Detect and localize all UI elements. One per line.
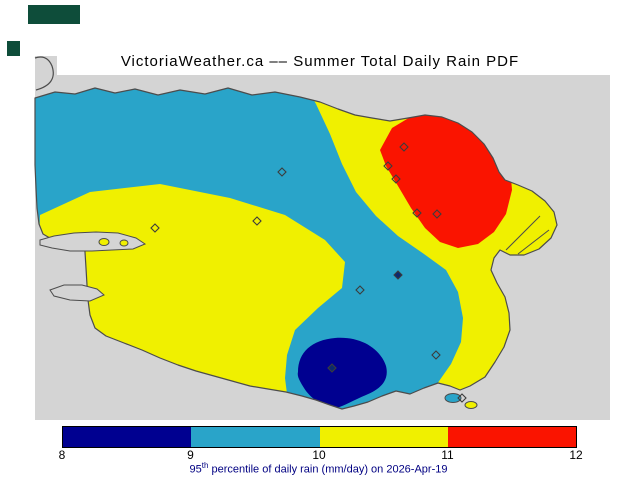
station-marker[interactable]	[327, 363, 337, 373]
colorbar-tick-12: 12	[569, 448, 583, 462]
station-marker[interactable]	[412, 208, 422, 218]
colorbar-caption: 95th percentile of daily rain (mm/day) o…	[62, 461, 575, 476]
station-markers-layer	[150, 142, 467, 403]
island-inlet-east	[119, 239, 129, 247]
water-corner-patch	[35, 56, 57, 78]
station-marker[interactable]	[355, 285, 365, 295]
rain-region-navy	[297, 337, 387, 408]
decor-block-side	[7, 41, 20, 56]
rain-region-red	[380, 112, 512, 248]
colorbar-ticks: 8 9 10 11 12	[58, 448, 583, 462]
colorbar-segment-8-9	[63, 427, 192, 447]
decor-block-top	[28, 5, 80, 24]
colorbar-tick-8: 8	[58, 448, 66, 462]
caption-number: 95	[189, 463, 202, 476]
colorbar-segment-9-10	[191, 427, 320, 447]
page-title: VictoriaWeather.ca –– Summer Total Daily…	[120, 53, 520, 70]
island-channel-line-1	[505, 215, 541, 251]
island-southeast-small	[464, 401, 478, 409]
station-marker[interactable]	[393, 270, 403, 280]
island-inlet-west	[98, 238, 110, 246]
colorbar-tick-10: 10	[312, 448, 326, 462]
station-marker[interactable]	[150, 223, 160, 233]
island-channel-line-2	[517, 229, 550, 255]
coastline-arc-topleft	[34, 56, 54, 91]
inlet-west-upper	[39, 231, 147, 252]
colorbar-segment-10-11	[319, 427, 448, 447]
station-marker[interactable]	[277, 167, 287, 177]
station-marker[interactable]	[383, 161, 393, 171]
colorbar	[62, 426, 577, 448]
station-marker[interactable]	[252, 216, 262, 226]
caption-superscript: th	[201, 461, 209, 470]
colorbar-tick-11: 11	[441, 448, 454, 462]
station-marker[interactable]	[432, 209, 442, 219]
caption-text: percentile of daily rain (mm/day) on 202…	[208, 463, 448, 476]
station-marker[interactable]	[457, 393, 467, 403]
colorbar-tick-9: 9	[187, 448, 194, 462]
island-southeast-large	[444, 393, 462, 403]
station-marker[interactable]	[431, 350, 441, 360]
inlet-west-lower	[49, 284, 105, 302]
station-marker[interactable]	[399, 142, 409, 152]
coastline-outline	[34, 87, 558, 410]
colorbar-segment-11-12	[447, 427, 576, 447]
station-marker[interactable]	[391, 174, 401, 184]
